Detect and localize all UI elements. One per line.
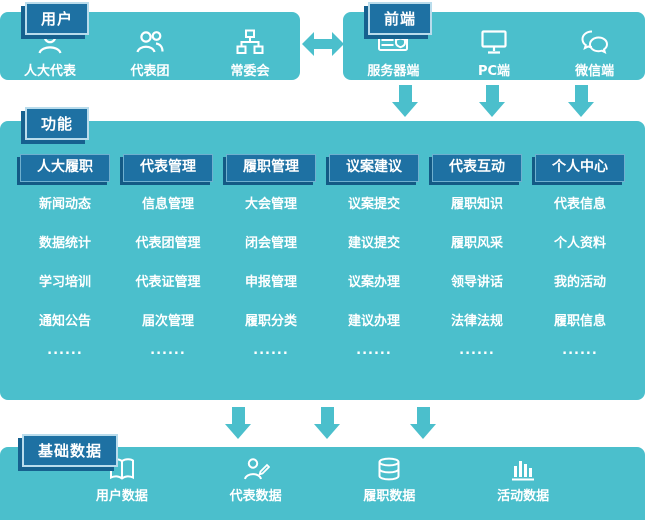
- function-item-ellipsis: ......: [253, 343, 289, 358]
- basedata-item-label: 履职数据: [363, 489, 416, 504]
- function-column: 议案建议 议案提交 建议提交 议案办理 建议办理 ......: [329, 121, 419, 400]
- user-item-deputy: 人大代表: [0, 27, 100, 80]
- left-right-arrow: [302, 32, 344, 56]
- function-item: 建议提交: [347, 236, 400, 251]
- user-item-delegation: 代表团: [100, 27, 200, 80]
- function-item: 履职信息: [553, 314, 606, 329]
- frontend-item-label: 服务器端: [367, 64, 420, 79]
- server-icon: [376, 27, 410, 57]
- bar-chart-icon: [509, 456, 537, 482]
- down-arrow: [410, 407, 436, 439]
- column-header: 议案建议: [329, 154, 419, 182]
- monitor-icon: [479, 27, 509, 57]
- section-tab-function: 功能: [25, 107, 90, 140]
- function-column: 个人中心 代表信息 个人资料 我的活动 履职信息 ......: [535, 121, 625, 400]
- function-item: 领导讲话: [450, 275, 503, 290]
- org-chart-icon: [235, 27, 265, 57]
- function-item: 大会管理: [244, 197, 297, 212]
- basedata-item-activity: 活动数据: [456, 456, 590, 520]
- function-item: 数据统计: [38, 236, 91, 251]
- down-arrow: [568, 85, 594, 117]
- function-item: 代表信息: [553, 197, 606, 212]
- wechat-icon: [579, 27, 611, 57]
- function-item: 闭会管理: [244, 236, 297, 251]
- function-item: 法律法规: [450, 314, 503, 329]
- function-item-ellipsis: ......: [47, 343, 83, 358]
- function-item: 履职知识: [450, 197, 503, 212]
- frontend-item-wechat: 微信端: [544, 27, 645, 80]
- basedata-item-label: 用户数据: [95, 489, 148, 504]
- section-tab-user: 用户: [25, 2, 90, 35]
- frontend-item-label: 微信端: [575, 64, 615, 79]
- function-item-ellipsis: ......: [356, 343, 392, 358]
- column-header: 代表管理: [123, 154, 213, 182]
- function-item: 代表团管理: [135, 236, 201, 251]
- down-arrow: [314, 407, 340, 439]
- function-item: 建议办理: [347, 314, 400, 329]
- function-columns: 人大履职 新闻动态 数据统计 学习培训 通知公告 ...... 代表管理 信息管…: [0, 121, 645, 400]
- basedata-item-duty: 履职数据: [323, 456, 457, 520]
- function-item: 我的活动: [553, 275, 606, 290]
- function-column: 代表互动 履职知识 履职风采 领导讲话 法律法规 ......: [432, 121, 522, 400]
- function-item-ellipsis: ......: [150, 343, 186, 358]
- function-item: 个人资料: [553, 236, 606, 251]
- function-item: 履职风采: [450, 236, 503, 251]
- user-item-committee: 常委会: [200, 27, 300, 80]
- function-item: 代表证管理: [135, 275, 201, 290]
- column-header: 履职管理: [226, 154, 316, 182]
- column-header: 个人中心: [535, 154, 625, 182]
- frontend-item-server: 服务器端: [343, 27, 444, 80]
- function-item: 通知公告: [38, 314, 91, 329]
- user-item-label: 常委会: [230, 64, 270, 79]
- function-column: 人大履职 新闻动态 数据统计 学习培训 通知公告 ......: [20, 121, 110, 400]
- function-item: 届次管理: [141, 314, 194, 329]
- user-item-label: 人大代表: [23, 64, 76, 79]
- function-item: 申报管理: [244, 275, 297, 290]
- user-item-label: 代表团: [130, 64, 170, 79]
- function-item: 履职分类: [244, 314, 297, 329]
- function-item: 议案办理: [347, 275, 400, 290]
- function-item-ellipsis: ......: [562, 343, 598, 358]
- basedata-item-label: 代表数据: [229, 489, 282, 504]
- database-icon: [375, 456, 403, 482]
- delegation-icon: [135, 27, 165, 57]
- function-column: 代表管理 信息管理 代表团管理 代表证管理 届次管理 ......: [123, 121, 213, 400]
- basedata-item-label: 活动数据: [497, 489, 550, 504]
- function-item: 信息管理: [141, 197, 194, 212]
- function-item-ellipsis: ......: [459, 343, 495, 358]
- person-edit-icon: [242, 456, 270, 482]
- down-arrow: [225, 407, 251, 439]
- function-item: 议案提交: [347, 197, 400, 212]
- frontend-item-pc: PC端: [444, 27, 545, 80]
- frontend-item-label: PC端: [477, 64, 511, 79]
- down-arrow: [392, 85, 418, 117]
- down-arrow: [479, 85, 505, 117]
- function-item: 新闻动态: [38, 197, 91, 212]
- function-column: 履职管理 大会管理 闭会管理 申报管理 履职分类 ......: [226, 121, 316, 400]
- section-tab-frontend: 前端: [368, 2, 433, 35]
- basedata-item-deputy: 代表数据: [189, 456, 323, 520]
- function-item: 学习培训: [38, 275, 91, 290]
- column-header: 人大履职: [20, 154, 110, 182]
- column-header: 代表互动: [432, 154, 522, 182]
- section-tab-basedata: 基础数据: [22, 434, 119, 467]
